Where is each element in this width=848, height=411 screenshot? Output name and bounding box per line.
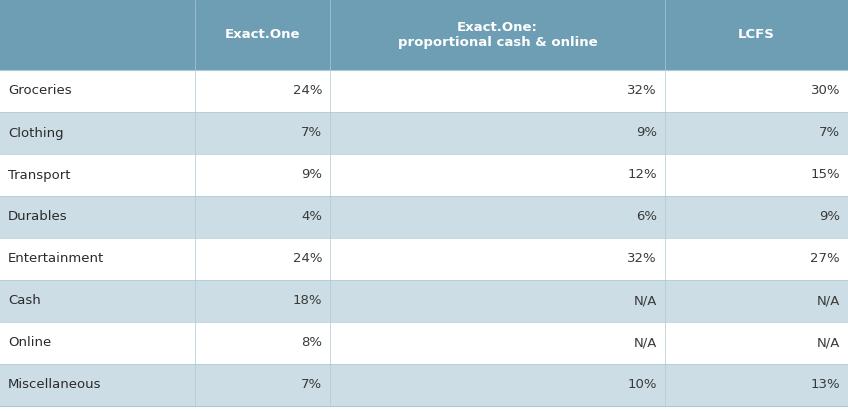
Text: 24%: 24%: [293, 252, 322, 266]
Bar: [330, 238, 665, 280]
Text: 4%: 4%: [301, 210, 322, 224]
Text: 15%: 15%: [811, 169, 840, 182]
Bar: [665, 196, 848, 238]
Bar: [330, 112, 665, 154]
Bar: [330, 0, 665, 70]
Text: Transport: Transport: [8, 169, 70, 182]
Bar: [665, 70, 848, 112]
Bar: [665, 112, 848, 154]
Bar: [0, 154, 195, 196]
Bar: [0, 0, 195, 70]
Bar: [195, 0, 330, 70]
Bar: [330, 322, 665, 364]
Text: N/A: N/A: [633, 337, 657, 349]
Bar: [195, 196, 330, 238]
Bar: [665, 0, 848, 70]
Text: N/A: N/A: [633, 295, 657, 307]
Text: 13%: 13%: [811, 379, 840, 392]
Bar: [665, 364, 848, 406]
Text: 12%: 12%: [628, 169, 657, 182]
Text: 9%: 9%: [819, 210, 840, 224]
Text: 9%: 9%: [301, 169, 322, 182]
Text: 18%: 18%: [293, 295, 322, 307]
Bar: [330, 70, 665, 112]
Bar: [195, 364, 330, 406]
Text: Cash: Cash: [8, 295, 41, 307]
Text: Groceries: Groceries: [8, 85, 71, 97]
Text: N/A: N/A: [817, 337, 840, 349]
Text: 24%: 24%: [293, 85, 322, 97]
Bar: [0, 196, 195, 238]
Text: Miscellaneous: Miscellaneous: [8, 379, 102, 392]
Text: Exact.One: Exact.One: [225, 28, 300, 42]
Text: LCFS: LCFS: [738, 28, 775, 42]
Text: Durables: Durables: [8, 210, 68, 224]
Text: Online: Online: [8, 337, 51, 349]
Text: Exact.One:
proportional cash & online: Exact.One: proportional cash & online: [398, 21, 597, 49]
Bar: [665, 154, 848, 196]
Text: 7%: 7%: [301, 127, 322, 139]
Bar: [330, 364, 665, 406]
Text: 27%: 27%: [811, 252, 840, 266]
Bar: [0, 322, 195, 364]
Bar: [195, 112, 330, 154]
Bar: [0, 238, 195, 280]
Text: 9%: 9%: [636, 127, 657, 139]
Text: 6%: 6%: [636, 210, 657, 224]
Text: 7%: 7%: [819, 127, 840, 139]
Bar: [0, 112, 195, 154]
Bar: [0, 70, 195, 112]
Text: N/A: N/A: [817, 295, 840, 307]
Text: 10%: 10%: [628, 379, 657, 392]
Bar: [195, 238, 330, 280]
Bar: [665, 238, 848, 280]
Text: Clothing: Clothing: [8, 127, 64, 139]
Bar: [665, 322, 848, 364]
Text: Entertainment: Entertainment: [8, 252, 104, 266]
Bar: [195, 70, 330, 112]
Bar: [330, 280, 665, 322]
Bar: [330, 154, 665, 196]
Bar: [330, 196, 665, 238]
Text: 30%: 30%: [811, 85, 840, 97]
Bar: [195, 280, 330, 322]
Bar: [0, 364, 195, 406]
Text: 32%: 32%: [628, 85, 657, 97]
Bar: [665, 280, 848, 322]
Text: 32%: 32%: [628, 252, 657, 266]
Text: 7%: 7%: [301, 379, 322, 392]
Text: 8%: 8%: [301, 337, 322, 349]
Bar: [195, 154, 330, 196]
Bar: [195, 322, 330, 364]
Bar: [0, 280, 195, 322]
